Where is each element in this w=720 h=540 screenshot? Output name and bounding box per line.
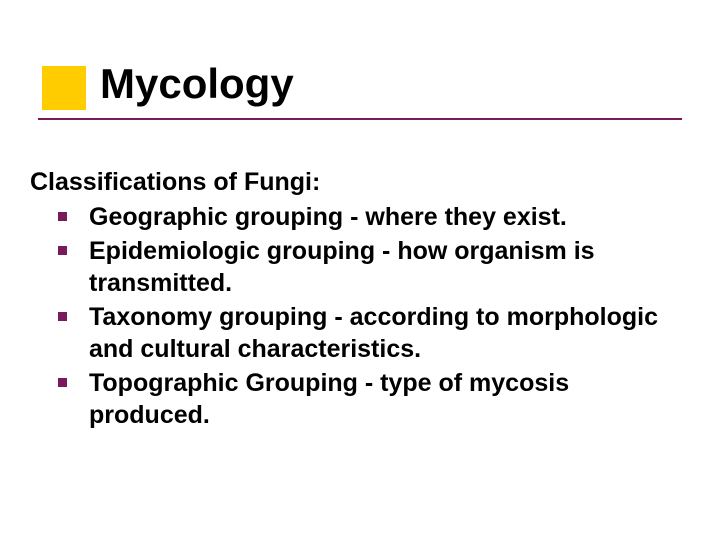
list-item: Taxonomy grouping - according to morphol… (30, 301, 690, 365)
list-item-text: Topographic Grouping - type of mycosis p… (89, 367, 690, 431)
content-block: Classifications of Fungi: Geographic gro… (30, 168, 690, 433)
list-item-text: Taxonomy grouping - according to morphol… (89, 301, 690, 365)
content-heading: Classifications of Fungi: (30, 168, 690, 197)
list-item: Geographic grouping - where they exist. (30, 201, 690, 233)
bullet-list: Geographic grouping - where they exist. … (30, 201, 690, 431)
list-item-text: Geographic grouping - where they exist. (89, 201, 567, 233)
square-bullet-icon (58, 312, 67, 321)
title-underline (38, 118, 682, 120)
square-bullet-icon (58, 378, 67, 387)
slide-title: Mycology (42, 60, 294, 108)
square-bullet-icon (58, 212, 67, 221)
square-bullet-icon (58, 246, 67, 255)
title-block: Mycology (42, 60, 294, 108)
list-item: Topographic Grouping - type of mycosis p… (30, 367, 690, 431)
list-item: Epidemiologic grouping - how organism is… (30, 235, 690, 299)
list-item-text: Epidemiologic grouping - how organism is… (89, 235, 690, 299)
